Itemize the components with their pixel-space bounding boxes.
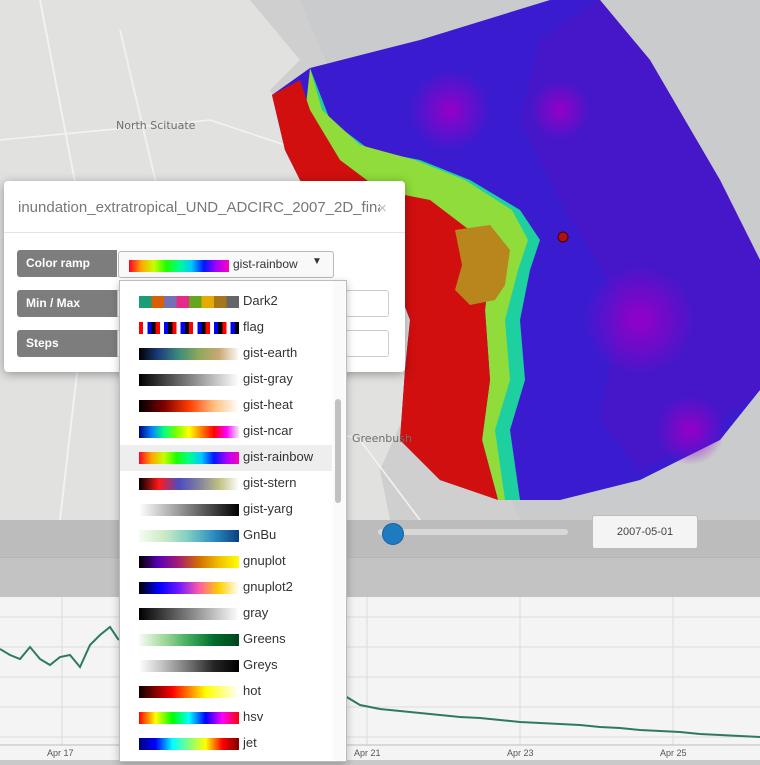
ramp-option-label: hot xyxy=(243,683,262,698)
ramp-swatch xyxy=(139,738,239,750)
ramp-option-label: hsv xyxy=(243,709,264,724)
ramp-swatch xyxy=(139,478,239,490)
ramp-swatch xyxy=(139,348,239,360)
ramp-option-label: gist-ncar xyxy=(243,423,293,438)
ramp-option-gist-heat[interactable]: gist-heat xyxy=(120,393,332,419)
ramp-swatch xyxy=(139,322,239,334)
min-max-label: Min / Max xyxy=(17,290,117,317)
ramp-swatch xyxy=(139,400,239,412)
ramp-swatch xyxy=(139,504,239,516)
ramp-option-gist-yarg[interactable]: gist-yarg xyxy=(120,497,332,523)
steps-label: Steps xyxy=(17,330,117,357)
timeline-strip xyxy=(0,557,760,598)
chart-tick-label: Apr 17 xyxy=(47,748,74,758)
ramp-option-label: gist-yarg xyxy=(243,501,293,516)
time-series-chart[interactable] xyxy=(0,597,760,760)
ramp-option-gist-earth[interactable]: gist-earth xyxy=(120,341,332,367)
ramp-option-label: Greens xyxy=(243,631,286,646)
place-label-greenbush: Greenbush xyxy=(352,432,412,445)
ramp-option-greens[interactable]: Greens xyxy=(120,627,332,653)
time-slider-handle[interactable] xyxy=(382,523,404,545)
chart-tick-label: Apr 21 xyxy=(354,748,381,758)
date-display[interactable]: 2007-05-01 xyxy=(592,515,698,549)
chart-tick-label: Apr 25 xyxy=(660,748,687,758)
color-ramp-select[interactable]: gist-rainbow ▼ xyxy=(118,251,334,278)
ramp-swatch xyxy=(139,634,239,646)
ramp-option-gnuplot[interactable]: gnuplot xyxy=(120,549,332,575)
ramp-option-label: gnuplot2 xyxy=(243,579,293,594)
ramp-option-hot[interactable]: hot xyxy=(120,679,332,705)
ramp-option-gnbu[interactable]: GnBu xyxy=(120,523,332,549)
ramp-option-label: jet xyxy=(243,735,257,750)
ramp-swatch xyxy=(139,660,239,672)
ramp-option-flag[interactable]: flag xyxy=(120,315,332,341)
ramp-swatch xyxy=(139,426,239,438)
color-ramp-dropdown[interactable]: Dark2 flag gist-earth gist-gray gist-heat gis… xyxy=(119,280,347,762)
ramp-swatch xyxy=(139,374,239,386)
ramp-option-label: gray xyxy=(243,605,269,620)
selected-ramp-swatch xyxy=(129,260,229,272)
ramp-option-greys[interactable]: Greys xyxy=(120,653,332,679)
ramp-option-hsv[interactable]: hsv xyxy=(120,705,332,731)
ramp-option-label: Greys xyxy=(243,657,278,672)
ramp-option-label: GnBu xyxy=(243,527,277,542)
dialog-title: inundation_extratropical_UND_ADCIRC_2007… xyxy=(18,199,380,216)
chevron-down-icon: ▼ xyxy=(312,256,322,267)
ramp-option-gist-rainbow[interactable]: gist-rainbow xyxy=(120,445,332,471)
ramp-option-dark2[interactable]: Dark2 xyxy=(120,289,332,315)
ramp-option-gnuplot2[interactable]: gnuplot2 xyxy=(120,575,332,601)
ramp-option-label: gnuplot xyxy=(243,553,286,568)
ramp-option-label: flag xyxy=(243,319,264,334)
place-label-north-scituate: North Scituate xyxy=(116,119,196,132)
ramp-option-label: gist-earth xyxy=(243,345,298,360)
ramp-option-gray[interactable]: gray xyxy=(120,601,332,627)
ramp-swatch xyxy=(139,686,239,698)
ramp-option-label: gist-gray xyxy=(243,371,293,386)
ramp-option-label: Dark2 xyxy=(243,293,278,308)
dropdown-scrollbar[interactable] xyxy=(333,281,345,761)
scrollbar-thumb[interactable] xyxy=(335,399,341,503)
ramp-option-gist-stern[interactable]: gist-stern xyxy=(120,471,332,497)
ramp-swatch xyxy=(139,296,239,308)
close-icon[interactable]: × xyxy=(378,200,387,217)
selected-ramp-label: gist-rainbow xyxy=(233,257,298,271)
ramp-swatch xyxy=(139,712,239,724)
color-ramp-label: Color ramp xyxy=(17,250,117,277)
ramp-swatch xyxy=(139,452,239,464)
ramp-swatch xyxy=(139,556,239,568)
time-slider-track[interactable] xyxy=(378,529,568,535)
ramp-option-label: gist-rainbow xyxy=(243,449,314,464)
ramp-option-jet[interactable]: jet xyxy=(120,731,332,757)
ramp-option-gist-ncar[interactable]: gist-ncar xyxy=(120,419,332,445)
ramp-option-gist-gray[interactable]: gist-gray xyxy=(120,367,332,393)
ramp-option-label: gist-stern xyxy=(243,475,297,490)
chart-tick-label: Apr 23 xyxy=(507,748,534,758)
ramp-swatch xyxy=(139,608,239,620)
dialog-divider xyxy=(4,232,405,233)
ramp-swatch xyxy=(139,530,239,542)
ramp-swatch xyxy=(139,582,239,594)
time-series-plot xyxy=(0,597,760,760)
ramp-option-label: gist-heat xyxy=(243,397,293,412)
